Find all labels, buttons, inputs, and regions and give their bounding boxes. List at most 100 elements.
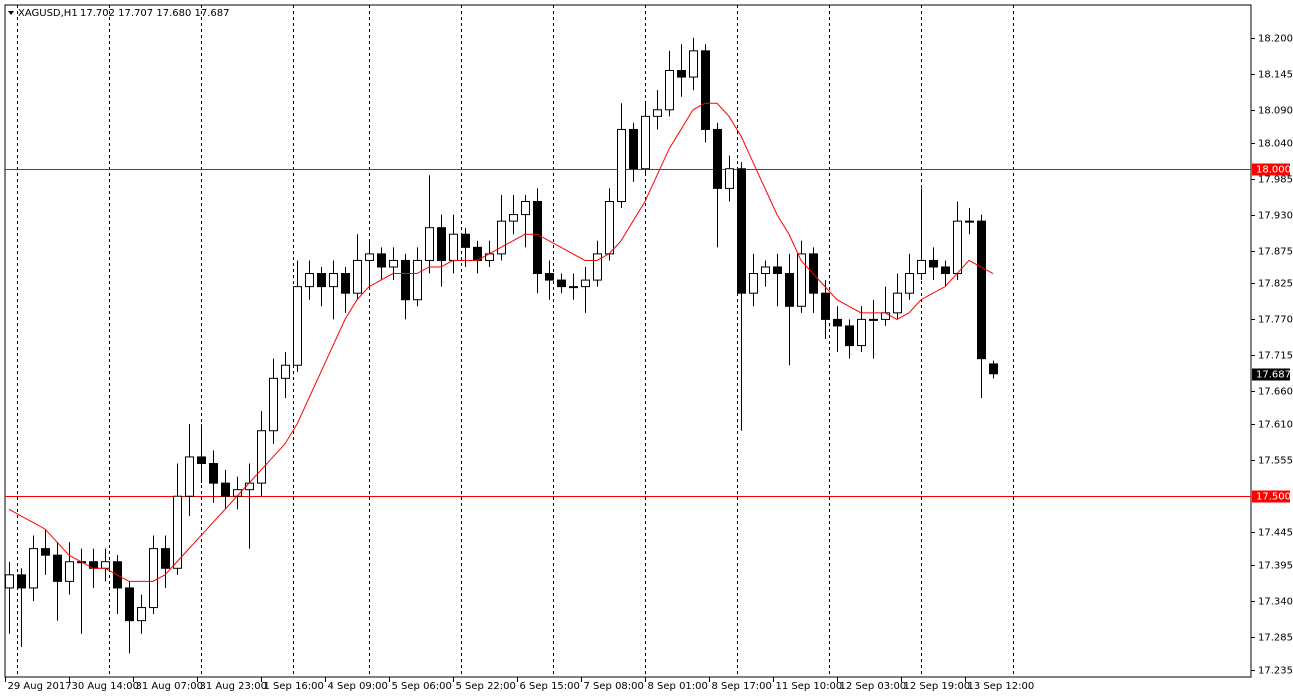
candle-body	[17, 574, 26, 589]
moving-average	[8, 102, 994, 582]
y-tick-label: 18.090	[1258, 106, 1293, 117]
candle-body	[413, 259, 422, 301]
candle-body	[617, 128, 626, 202]
candle-body	[293, 286, 302, 366]
level-label: 17.500	[1256, 492, 1291, 503]
candle-body	[425, 227, 434, 261]
candle-body	[641, 115, 650, 170]
candle-body	[269, 377, 278, 432]
candle-body	[557, 279, 566, 288]
candle-body	[797, 253, 806, 307]
plot-area	[5, 5, 1251, 677]
level-label-box	[1252, 163, 1290, 176]
candle-body	[401, 259, 410, 301]
x-tick-label: 8 Sep 01:00	[648, 681, 708, 692]
x-tick-label: 5 Sep 06:00	[392, 681, 452, 692]
candle-body	[785, 273, 794, 307]
candle-body	[821, 292, 830, 320]
x-tick-label: 11 Sep 10:00	[776, 681, 843, 692]
menu-arrow[interactable]	[8, 11, 14, 15]
candle-body	[125, 587, 134, 622]
candle-body	[713, 128, 722, 189]
candle-body	[449, 233, 458, 261]
x-tick-label: 30 Aug 14:00	[72, 681, 139, 692]
last-price-label: 17.687	[1256, 370, 1291, 381]
candle-body	[461, 233, 470, 248]
candle-body	[929, 259, 938, 268]
y-tick-label: 17.555	[1258, 456, 1293, 467]
candle-body	[833, 318, 842, 327]
candle-body	[605, 200, 614, 255]
y-tick-label: 17.445	[1258, 528, 1293, 539]
last-price-box	[1252, 368, 1290, 381]
x-tick-label: 1 Sep 16:00	[264, 681, 324, 692]
candle-body	[137, 607, 146, 622]
candle-body	[965, 220, 974, 223]
x-tick-label: 12 Sep 03:00	[840, 681, 907, 692]
candle-body	[989, 363, 998, 375]
y-tick-label: 17.235	[1258, 666, 1293, 677]
x-tick-label: 8 Sep 17:00	[712, 681, 772, 692]
candle-body	[569, 286, 578, 289]
candle-body	[581, 279, 590, 288]
symbol: XAGUSD,H1	[18, 8, 78, 19]
y-tick-label: 17.285	[1258, 633, 1293, 644]
x-tick-label: 7 Sep 08:00	[584, 681, 644, 692]
y-tick-label: 17.660	[1258, 387, 1293, 398]
y-tick-label: 17.770	[1258, 315, 1293, 326]
candle-body	[437, 227, 446, 261]
y-tick-label: 17.930	[1258, 211, 1293, 222]
y-tick-label: 18.040	[1258, 139, 1293, 150]
plot-frame	[4, 4, 1252, 678]
candle-body	[593, 253, 602, 281]
x-tick-label: 29 Aug 2017	[8, 681, 72, 692]
candle-body	[197, 456, 206, 464]
candle-body	[209, 462, 218, 484]
candle-body	[365, 253, 374, 261]
candle-body	[701, 50, 710, 130]
candle-body	[149, 548, 158, 609]
x-tick-label: 6 Sep 15:00	[520, 681, 580, 692]
candle-body	[341, 273, 350, 294]
candle-body	[521, 200, 530, 216]
x-tick-label: 12 Sep 19:00	[904, 681, 971, 692]
candle-body	[725, 168, 734, 189]
y-tick-label: 17.875	[1258, 247, 1293, 258]
x-tick-label: 31 Aug 23:00	[200, 681, 267, 692]
candle-body	[665, 69, 674, 111]
candle-body	[749, 273, 758, 294]
candle-body	[629, 128, 638, 170]
candle-body	[173, 495, 182, 569]
level-label-box	[1252, 490, 1290, 503]
candle-body	[101, 561, 110, 569]
candle-body	[653, 109, 662, 117]
level-label: 18.000	[1256, 165, 1291, 176]
candle-body	[953, 220, 962, 275]
candle-body	[377, 253, 386, 268]
candle-body	[941, 266, 950, 275]
candle-body	[761, 266, 770, 275]
y-tick-label: 17.985	[1258, 175, 1293, 186]
x-tick-label: 13 Sep 12:00	[968, 681, 1035, 692]
candle-body	[221, 482, 230, 497]
candle-body	[737, 168, 746, 294]
candle-body	[5, 574, 14, 589]
candle-body	[53, 554, 62, 582]
candle-body	[185, 456, 194, 497]
candle-body	[881, 312, 890, 320]
candle-body	[389, 259, 398, 268]
candle-body	[893, 292, 902, 314]
candle-body	[317, 273, 326, 288]
x-tick-label: 5 Sep 22:00	[456, 681, 516, 692]
candle-body	[533, 200, 542, 275]
candle-body	[29, 548, 38, 589]
candle-body	[977, 220, 986, 360]
candle-body	[257, 430, 266, 484]
candle-body	[857, 318, 866, 347]
candle-body	[905, 273, 914, 294]
candle-body	[161, 548, 170, 569]
candle-body	[245, 482, 254, 491]
y-tick-label: 17.610	[1258, 420, 1293, 431]
candle-body	[677, 69, 686, 78]
